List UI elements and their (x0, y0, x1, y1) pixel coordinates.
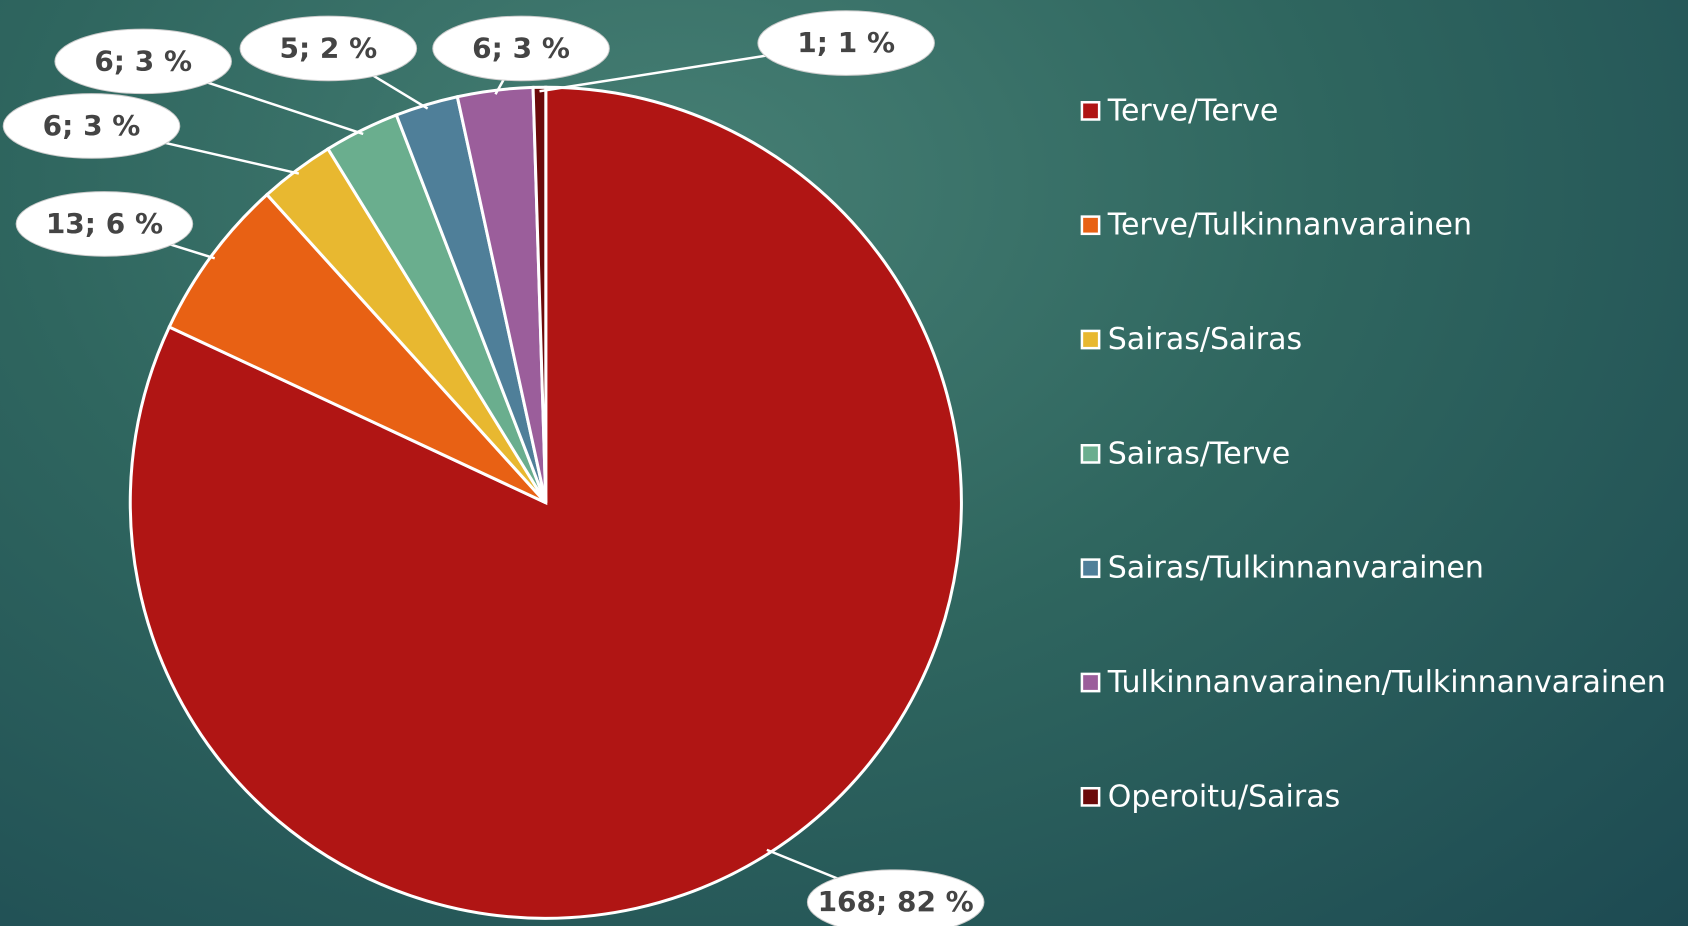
label-bubble (806, 869, 985, 926)
label-bubble (239, 15, 418, 82)
label-bubble (15, 191, 194, 257)
legend-label: Sairas/Sairas (1108, 322, 1302, 357)
data-label: 168; 82 % (818, 885, 974, 918)
data-label: 6; 3 % (94, 44, 192, 77)
label-bubble (54, 28, 232, 95)
legend-swatch (1080, 672, 1101, 693)
legend-swatch (1080, 786, 1101, 807)
data-label: 6; 3 % (43, 109, 141, 142)
legend-swatch (1080, 444, 1101, 464)
legend-label: Sairas/Terve (1108, 436, 1290, 471)
label-bubble (2, 93, 181, 159)
legend-label: Terve/Tulkinnanvarainen (1107, 208, 1472, 243)
data-label: 6; 3 % (472, 31, 570, 64)
data-label: 1; 1 % (797, 26, 895, 59)
data-label: 5; 2 % (279, 31, 377, 64)
legend-label: Tulkinnanvarainen/Tulkinnanvarainen (1107, 665, 1666, 700)
legend-swatch (1080, 329, 1101, 350)
data-label: 13; 6 % (46, 207, 163, 240)
label-bubble (757, 10, 935, 76)
legend-label: Terve/Terve (1107, 93, 1279, 128)
label-bubble (432, 15, 610, 82)
pie-slice (531, 85, 548, 503)
legend-swatch (1080, 215, 1101, 236)
legend-label: Operoitu/Sairas (1108, 779, 1340, 814)
legend-swatch (1080, 101, 1101, 121)
legend-swatch (1080, 558, 1101, 579)
legend-label: Sairas/Tulkinnanvarainen (1108, 551, 1484, 586)
pie-slice (167, 192, 547, 505)
